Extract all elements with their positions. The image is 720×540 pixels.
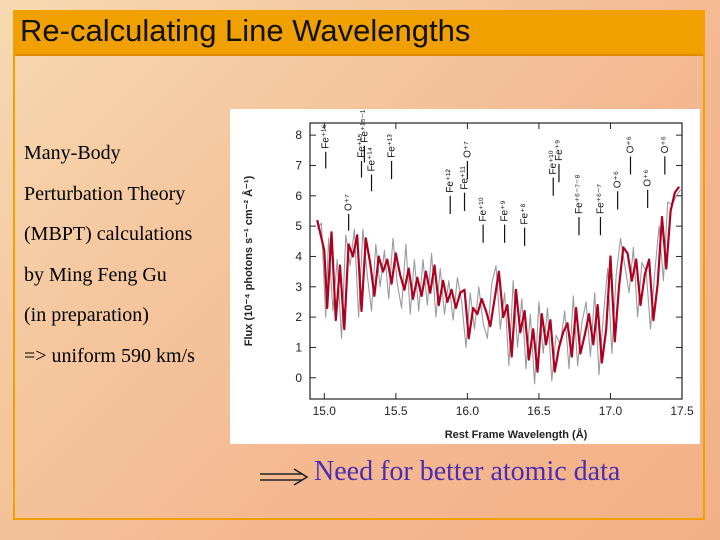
x-tick-label: 15.5 (384, 404, 408, 418)
spectrum-figure: 15.0 15.5 16.0 16.5 17.0 17.5 0 1 2 3 4 5 6 7 8 Rest Fr… (230, 109, 700, 444)
line-marker-label: Fe⁺¹¹ (460, 165, 471, 189)
body-line: (in preparation) (24, 304, 149, 326)
y-tick-label: 0 (295, 371, 302, 385)
x-tick-label: 16.0 (456, 404, 480, 418)
x-tick-label: 16.5 (527, 404, 551, 418)
y-axis-label: Flux (10⁻⁴ photons s⁻¹ cm⁻² Å⁻¹) (242, 175, 255, 346)
spectrum-chart: 15.0 15.5 16.0 16.5 17.0 17.5 0 1 2 3 4 5 6 7 8 Rest Fr… (242, 109, 694, 441)
line-marker-label: O⁺⁷ (344, 194, 355, 211)
line-marker-label: Fe⁺¹³ (387, 134, 398, 158)
plot-frame (309, 122, 683, 400)
y-tick-label: 2 (295, 310, 302, 324)
x-tick-label: 15.0 (313, 404, 337, 418)
line-marker-label: Fe⁺⁸ (520, 203, 531, 224)
body-line: by Ming Feng Gu (24, 263, 167, 286)
line-marker-label: O⁺⁷ (462, 141, 473, 158)
body-line: Perturbation Theory (24, 182, 186, 205)
line-marker-label: Fe⁺¹⁰ (478, 197, 489, 221)
slide-title: Re-calculating Line Wavelengths (20, 13, 471, 48)
y-tick-label: 4 (295, 249, 302, 263)
line-marker-label: Fe⁺⁹ (554, 140, 565, 161)
body-line: (MBPT) calculations (24, 223, 193, 245)
line-marker-label: Fe⁺¹⁵⁻¹⁶ (359, 109, 370, 143)
title-bar (15, 12, 703, 56)
x-tick-label: 17.0 (599, 404, 623, 418)
body-text: Many-Body Perturbation Theory (MBPT) cal… (24, 133, 239, 376)
body-line: Many-Body (24, 142, 121, 164)
line-marker-label: Fe⁺¹⁵ (357, 133, 368, 157)
y-tick-label: 1 (295, 340, 302, 354)
body-line: => uniform 590 km/s (24, 344, 195, 367)
line-marker-label: Fe⁺¹⁴ (367, 147, 378, 172)
conclusion-note: Need for better atomic data (314, 456, 621, 487)
line-marker-label: Fe⁺¹⁶ (321, 124, 332, 148)
line-marker-label: Fe⁺⁶⁻⁷⁻⁸ (574, 175, 585, 214)
y-tick-label: 8 (295, 128, 302, 142)
line-marker-label: O⁺⁶ (613, 171, 624, 188)
y-tick-label: 7 (295, 158, 302, 172)
x-axis-label: Rest Frame Wavelength (Å) (445, 428, 588, 441)
line-marker-label: O⁺⁶ (643, 170, 654, 187)
line-marker-label: O⁺⁶ (660, 136, 671, 153)
line-marker-label: Fe⁺⁹ (500, 200, 511, 221)
y-tick-label: 5 (295, 219, 302, 233)
y-tick-label: 3 (295, 280, 302, 294)
line-marker-label: O⁺⁶ (625, 136, 636, 153)
model-series-line (316, 186, 680, 373)
line-marker-label: Fe⁺¹⁰ (548, 150, 559, 174)
x-tick-label: 17.5 (670, 404, 694, 418)
line-marker-label: Fe⁺¹² (445, 169, 456, 193)
data-series-line (316, 189, 682, 385)
double-arrow-icon (260, 468, 309, 486)
line-marker-label: Fe⁺⁶⁻⁷ (595, 184, 606, 214)
slide-frame (13, 10, 705, 520)
y-tick-label: 6 (295, 189, 302, 203)
